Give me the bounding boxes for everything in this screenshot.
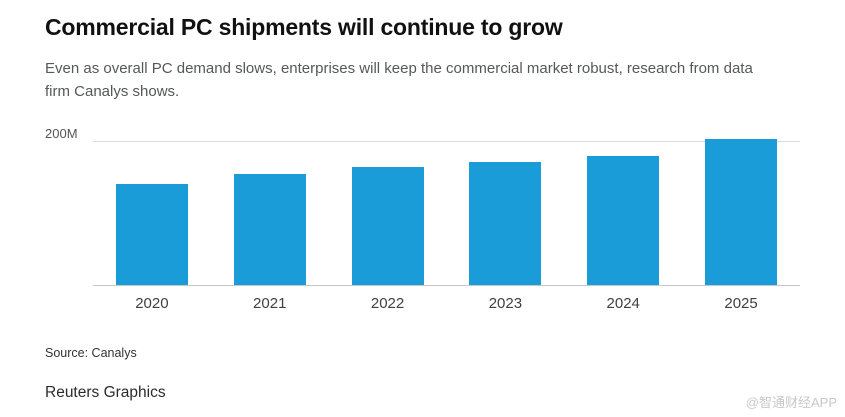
bar-cell <box>564 155 682 285</box>
bar-cell <box>329 166 447 285</box>
chart-title: Commercial PC shipments will continue to… <box>45 14 563 40</box>
bar-cell <box>682 138 800 285</box>
x-tick-label-2022: 2022 <box>370 294 405 312</box>
x-tick-label-2023: 2023 <box>488 294 523 312</box>
watermark: @智通财经APP <box>745 395 837 410</box>
x-axis-labels: 2020 2021 2022 2023 2024 2025 <box>93 295 800 312</box>
bar-cell <box>211 173 329 285</box>
gridline <box>93 140 800 142</box>
bar-cell <box>93 183 211 285</box>
bar-chart: 200M <box>45 126 800 286</box>
chart-subtitle: Even as overall PC demand slows, enterpr… <box>45 60 753 101</box>
source-note: Source: Canalys <box>45 345 137 360</box>
bar-2021 <box>233 173 306 285</box>
bars-row <box>93 138 800 285</box>
y-axis-tick-label: 200M <box>45 125 78 141</box>
bar-2023 <box>469 161 542 285</box>
y-axis: 200M <box>45 126 93 286</box>
bar-2022 <box>351 166 424 285</box>
x-tick-label-2025: 2025 <box>724 294 758 312</box>
bar-2024 <box>587 155 660 285</box>
bar-2025 <box>705 138 778 285</box>
bar-2020 <box>115 183 188 285</box>
bar-cell <box>446 161 564 285</box>
x-tick-label-2024: 2024 <box>606 294 640 312</box>
x-tick-label-2020: 2020 <box>135 294 169 312</box>
plot-area <box>93 134 800 286</box>
reuters-graphics-credit: Reuters Graphics <box>45 383 166 401</box>
x-tick-label-2021: 2021 <box>253 294 287 312</box>
